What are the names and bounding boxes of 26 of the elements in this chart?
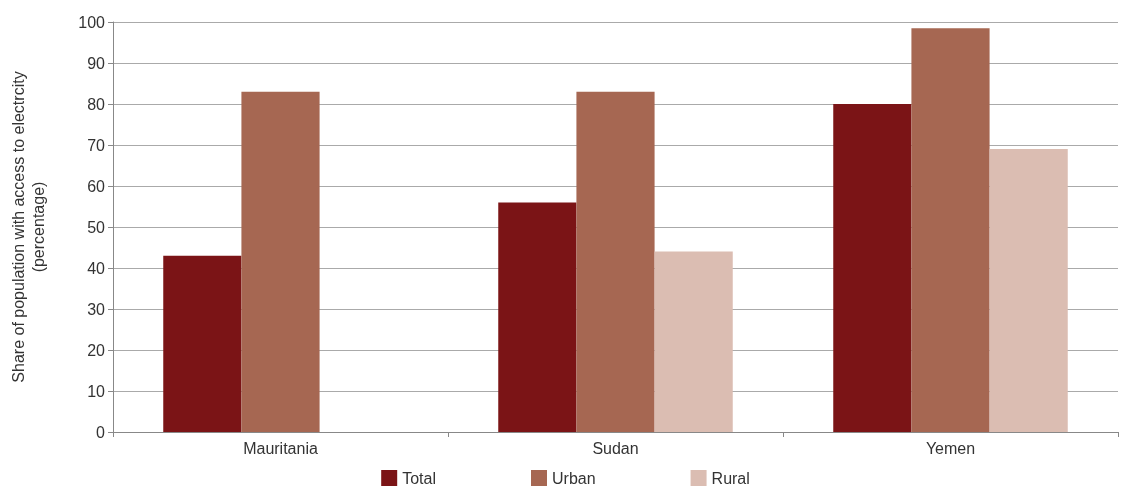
- y-tick-label: 100: [78, 13, 106, 31]
- bar: [241, 91, 320, 432]
- y-tick-label: 0: [96, 423, 106, 441]
- bar: [911, 28, 990, 432]
- x-tick-label: Sudan: [592, 439, 639, 457]
- y-tick-label: 30: [87, 300, 106, 318]
- bar: [163, 255, 242, 432]
- y-axis-title: Share of population with access to electrcity (percentage): [9, 71, 47, 383]
- y-tick-label: 60: [87, 177, 106, 195]
- y-tick-label: 20: [87, 341, 106, 359]
- x-tick-label: Yemen: [925, 439, 976, 457]
- y-tick-label: 50: [87, 218, 106, 236]
- x-tick-label: Mauritania: [243, 439, 318, 457]
- bar: [989, 149, 1068, 432]
- y-tick-label: 90: [87, 54, 106, 72]
- y-tick-label: 70: [87, 136, 106, 154]
- legend-label: Total: [402, 469, 436, 487]
- y-tick-label: 40: [87, 259, 106, 277]
- y-tick-label: 80: [87, 95, 106, 113]
- legend-label: Rural: [711, 469, 750, 487]
- y-tick-label: 10: [87, 382, 106, 400]
- legend-label: Urban: [551, 469, 596, 487]
- bar: [576, 91, 655, 432]
- bar: [498, 202, 577, 432]
- bar: [833, 104, 912, 432]
- bar: [654, 251, 733, 432]
